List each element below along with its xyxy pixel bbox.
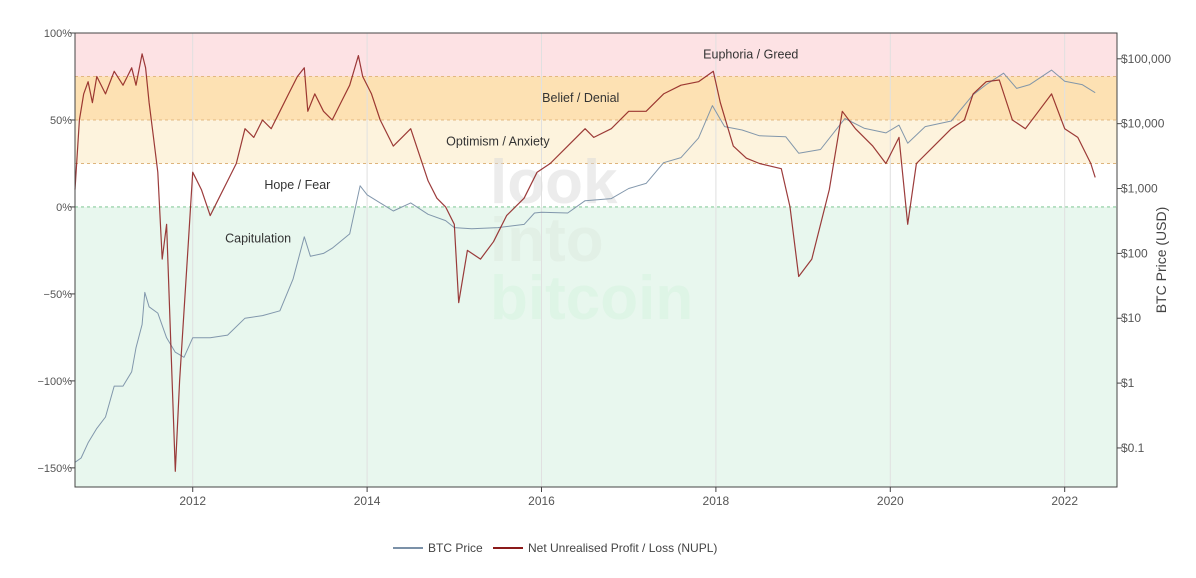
- y-left-tick-label: 50%: [50, 115, 72, 127]
- zone-label: Euphoria / Greed: [703, 48, 798, 62]
- y-right-tick-label: $100,000: [1121, 52, 1171, 66]
- watermark-word: into: [490, 206, 604, 275]
- zone-band-1: [75, 76, 1117, 120]
- y-right-tick-label: $100: [1121, 246, 1148, 260]
- grid-lines: [192, 33, 1066, 487]
- legend-label: Net Unrealised Profit / Loss (NUPL): [528, 541, 717, 555]
- x-tick-label: 2014: [354, 494, 381, 508]
- series-line-nupl: [74, 53, 1096, 472]
- zone-band-2: [75, 119, 1117, 164]
- axes: 2012 2014 2016 2018 2020 2022 100% 50% 0% −50% −10…: [37, 28, 1171, 508]
- y-left-tick-label: −50%: [44, 289, 73, 301]
- x-tick-label: 2020: [877, 494, 904, 508]
- y-left-tick-label: −150%: [37, 463, 72, 475]
- legend-item: BTC Price: [393, 541, 483, 555]
- sentiment-zones: [75, 33, 1117, 488]
- zone-band-0: [75, 33, 1117, 77]
- zone-label: Optimism / Anxiety: [446, 135, 550, 149]
- x-tick-label: 2016: [528, 494, 555, 508]
- x-tick-label: 2018: [703, 494, 730, 508]
- series-layer: [74, 53, 1096, 472]
- x-tick-label: 2022: [1051, 494, 1078, 508]
- y-right-tick-label: $10: [1121, 311, 1141, 325]
- watermark-word: bitcoin: [490, 264, 693, 333]
- y-right-tick-label: $1: [1121, 376, 1135, 390]
- zone-label: Belief / Denial: [542, 91, 619, 105]
- y-right-axis-title: BTC Price (USD): [1153, 207, 1169, 314]
- y-right-tick-label: $0.1: [1121, 441, 1145, 455]
- x-tick-label: 2012: [179, 494, 206, 508]
- y-left-tick-label: 0%: [56, 202, 72, 214]
- plot-frame: [74, 32, 1118, 488]
- y-left-tick-label: 100%: [44, 28, 72, 40]
- legend-item: Net Unrealised Profit / Loss (NUPL): [493, 541, 717, 555]
- legend-label: BTC Price: [428, 541, 483, 555]
- y-right-tick-label: $1,000: [1121, 182, 1158, 196]
- zone-label: Capitulation: [225, 231, 291, 245]
- zone-band-4: [75, 206, 1117, 488]
- legend: BTC Price Net Unrealised Profit / Loss (N…: [393, 541, 717, 555]
- y-right-tick-label: $10,000: [1121, 117, 1165, 131]
- zone-labels: Euphoria / Greed Belief / Denial Optimism …: [225, 48, 798, 246]
- series-line-btc-price: [74, 69, 1096, 463]
- zone-label: Hope / Fear: [264, 178, 330, 192]
- y-left-tick-label: −100%: [37, 376, 72, 388]
